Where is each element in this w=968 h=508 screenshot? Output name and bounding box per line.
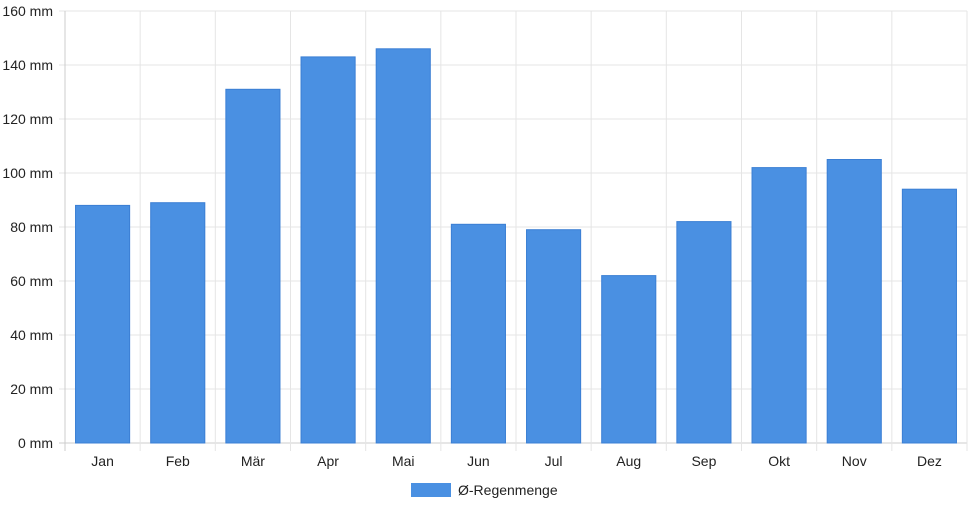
bar-jul[interactable] [526,229,582,444]
bar-nov[interactable] [826,159,882,444]
x-tick-label: Apr [317,453,339,469]
x-tick-label: Okt [768,453,790,469]
x-tick-label: Sep [691,453,716,469]
y-tick-label: 80 mm [10,219,53,235]
y-tick-label: 0 mm [18,435,53,451]
x-tick-label: Jun [467,453,490,469]
bar-aug[interactable] [601,275,657,444]
x-tick-label: Mai [392,453,415,469]
legend[interactable]: Ø-Regenmenge [411,482,558,498]
bar-feb[interactable] [150,202,206,444]
x-tick-label: Nov [842,453,867,469]
y-tick-label: 160 mm [2,3,53,19]
x-tick-label: Feb [166,453,190,469]
bar-sep[interactable] [676,221,732,444]
bar-apr[interactable] [300,56,356,444]
y-axis-ticks: 0 mm 20 mm 40 mm 60 mm 80 mm 100 mm 120 mm 140 … [2,3,53,451]
bar-dez[interactable] [901,188,957,444]
bar-jun[interactable] [450,223,506,444]
y-tick-label: 100 mm [2,165,53,181]
y-tick-label: 40 mm [10,327,53,343]
y-tick-label: 140 mm [2,57,53,73]
x-tick-label: Dez [917,453,942,469]
x-tick-label: Mär [241,453,265,469]
x-tick-label: Aug [616,453,641,469]
bar-jan[interactable] [75,204,131,444]
grid-lines [59,10,968,451]
x-axis-ticks: Jan Feb Mär Apr Mai Jun Jul Aug Sep Okt Nov Dez [91,453,942,469]
legend-swatch[interactable] [411,483,451,497]
x-tick-label: Jan [91,453,114,469]
bar-okt[interactable] [751,167,807,444]
y-tick-label: 60 mm [10,273,53,289]
bars [75,48,957,444]
y-tick-label: 20 mm [10,381,53,397]
bar-mär[interactable] [225,88,281,444]
y-tick-label: 120 mm [2,111,53,127]
bar-mai[interactable] [375,48,431,444]
legend-label[interactable]: Ø-Regenmenge [458,482,558,498]
x-tick-label: Jul [545,453,563,469]
